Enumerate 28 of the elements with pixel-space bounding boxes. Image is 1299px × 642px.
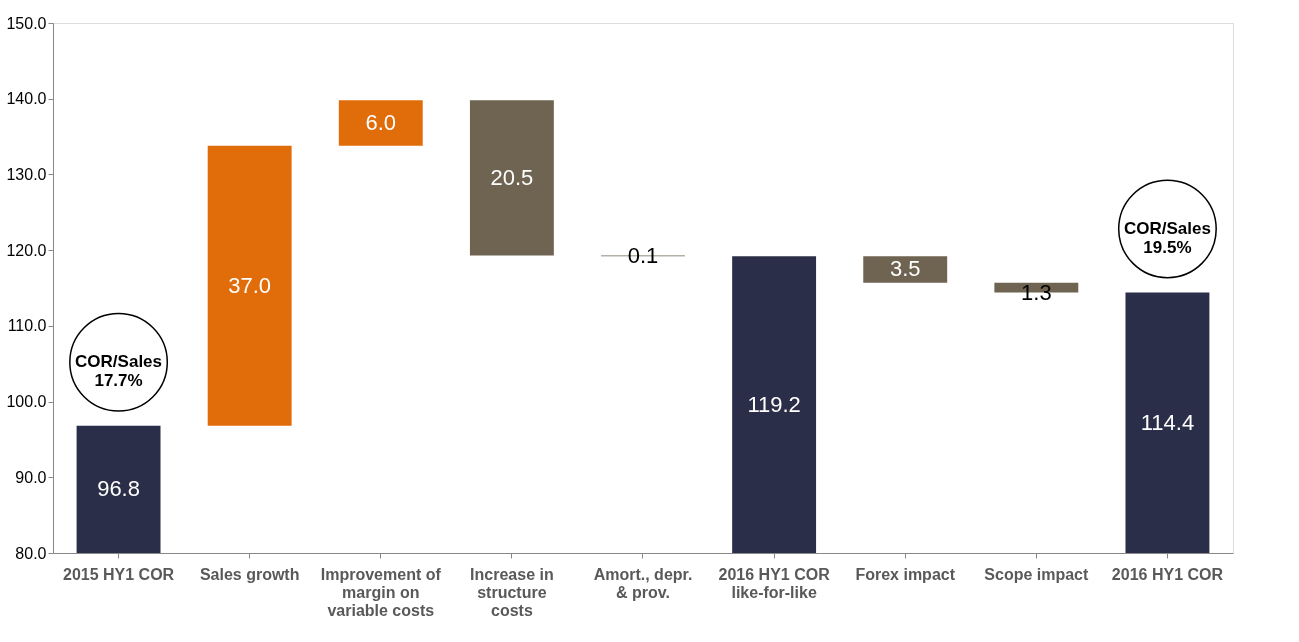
x-tick-label: 2016 HY1 COR like-for-like [718,565,831,601]
x-tick-label: 2015 HY1 COR [62,565,175,583]
y-tick-label: 130.0 [6,165,47,183]
x-tick-label: Sales growth [199,565,300,583]
x-tick-label: Improvement of margin on variable costs [320,565,442,619]
data-label: 1.3 [1021,279,1052,305]
x-tick-label: 2016 HY1 COR [1111,565,1224,583]
y-tick-label: 90.0 [15,468,47,486]
y-tick-label: 150.0 [6,14,47,32]
y-tick-label: 100.0 [6,393,47,411]
data-label: 96.8 [97,476,140,502]
data-label: 3.5 [889,256,921,282]
y-tick-label: 140.0 [6,90,47,108]
x-tick-label: Scope impact [984,565,1090,583]
x-tick-label: Amort., depr. & prov. [593,565,693,601]
y-tick-label: 120.0 [6,241,47,259]
annotation: COR/Sales 19.5% [1123,218,1211,257]
x-tick-label: Forex impact [855,565,956,583]
data-label: 20.5 [490,164,534,190]
y-tick-label: 110.0 [7,317,47,335]
data-label: 6.0 [365,109,397,135]
data-label: 114.4 [1140,409,1195,435]
data-label: 119.2 [747,391,801,417]
y-tick-label: 80.0 [15,544,47,562]
data-label: 0.1 [627,243,659,269]
annotation: COR/Sales 17.7% [75,352,163,391]
x-tick-label: Increase in structure costs [470,565,554,619]
data-label: 37.0 [228,272,272,298]
